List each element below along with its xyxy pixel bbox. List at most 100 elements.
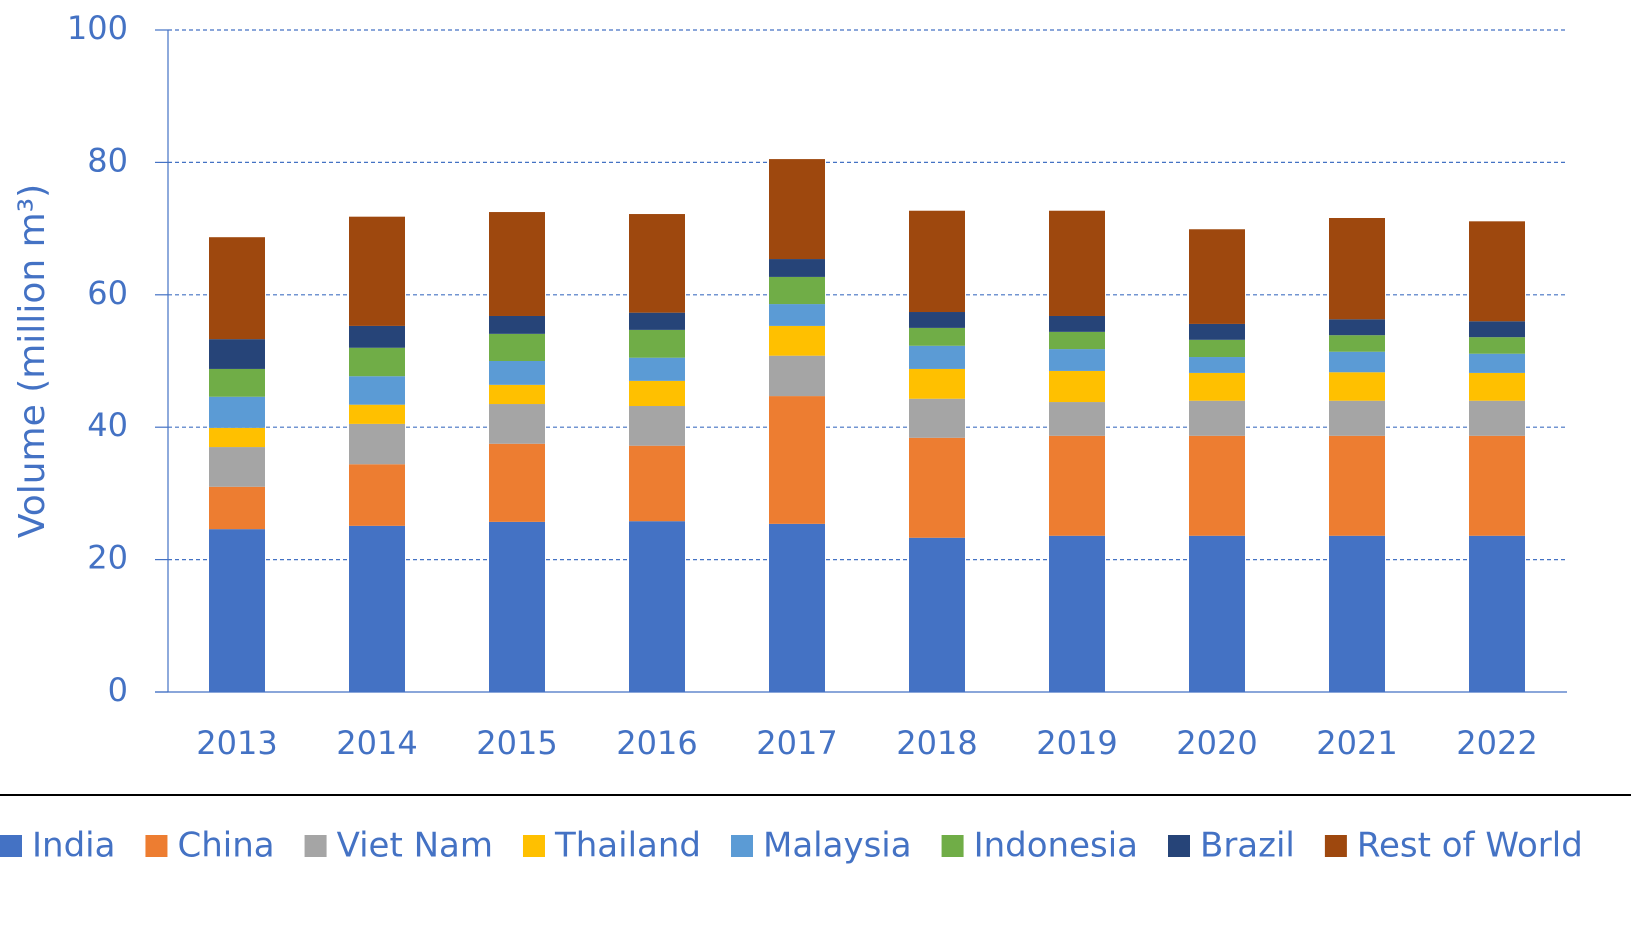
bar-segment bbox=[1189, 339, 1245, 358]
bar-segment bbox=[489, 443, 545, 522]
bar-segment bbox=[769, 355, 825, 397]
bar-segment bbox=[349, 347, 405, 377]
bar-segment bbox=[489, 212, 545, 316]
bar-segment bbox=[1329, 335, 1385, 352]
legend-swatch bbox=[304, 835, 327, 857]
bar-segment bbox=[1469, 400, 1525, 436]
bar-segment bbox=[769, 159, 825, 260]
bar-segment bbox=[629, 380, 685, 407]
legend-label: India bbox=[32, 826, 115, 866]
bar-segment bbox=[489, 384, 545, 405]
bar-segment bbox=[629, 312, 685, 330]
bar-segment bbox=[1189, 357, 1245, 373]
bar-segment bbox=[909, 312, 965, 328]
legend-label: Brazil bbox=[1200, 826, 1295, 866]
bar-segment bbox=[1049, 315, 1105, 332]
bar-segment bbox=[489, 315, 545, 334]
bar-segment bbox=[1469, 535, 1525, 692]
bar-segment bbox=[209, 237, 265, 340]
bar-segment bbox=[629, 214, 685, 313]
bar-segment bbox=[209, 368, 265, 397]
legend-swatch bbox=[0, 835, 22, 857]
bar-segment bbox=[1329, 372, 1385, 401]
bar-segment bbox=[1329, 319, 1385, 336]
bar-segment bbox=[209, 486, 265, 530]
legend-swatch bbox=[145, 835, 168, 857]
bar-segment bbox=[209, 447, 265, 487]
y-tick-label: 20 bbox=[87, 539, 128, 577]
bar-segment bbox=[909, 345, 965, 369]
bar-segment bbox=[1049, 402, 1105, 436]
x-tick-label: 2022 bbox=[1456, 724, 1537, 762]
legend-swatch bbox=[731, 835, 753, 857]
bar-segment bbox=[769, 396, 825, 524]
y-tick-label: 40 bbox=[87, 406, 128, 444]
bar-segment bbox=[1329, 535, 1385, 692]
bar-segment bbox=[629, 329, 685, 358]
x-tick-label: 2021 bbox=[1316, 724, 1397, 762]
bar-segment bbox=[909, 437, 965, 538]
bar-segment bbox=[1189, 435, 1245, 536]
bar-segment bbox=[349, 216, 405, 326]
bar-segment bbox=[209, 529, 265, 692]
x-tick-label: 2014 bbox=[336, 724, 417, 762]
y-tick-label: 60 bbox=[87, 274, 128, 312]
legend-swatch bbox=[1324, 835, 1347, 857]
bar-segment bbox=[1469, 435, 1525, 536]
bar-segment bbox=[209, 396, 265, 428]
bar-segment bbox=[1049, 210, 1105, 316]
legend-label: Thailand bbox=[554, 826, 701, 866]
bar-segment bbox=[909, 537, 965, 692]
bar-segment bbox=[349, 525, 405, 692]
legend-swatch bbox=[522, 835, 545, 857]
y-tick-label: 80 bbox=[87, 141, 128, 179]
x-tick-label: 2017 bbox=[756, 724, 837, 762]
bar-segment bbox=[1049, 435, 1105, 536]
bar-segment bbox=[769, 259, 825, 277]
bar-segment bbox=[1049, 535, 1105, 692]
bar-segment bbox=[629, 445, 685, 522]
legend-label: Viet Nam bbox=[337, 826, 493, 866]
bar-segment bbox=[1329, 400, 1385, 436]
bar-segment bbox=[909, 398, 965, 438]
x-tick-label: 2016 bbox=[616, 724, 697, 762]
bar-segment bbox=[1469, 221, 1525, 322]
bar-segment bbox=[909, 327, 965, 346]
bar-segment bbox=[629, 357, 685, 381]
bar-segment bbox=[489, 521, 545, 692]
bar-segment bbox=[1469, 353, 1525, 373]
bar-segment bbox=[1469, 321, 1525, 338]
bar-segment bbox=[909, 210, 965, 313]
legend-label: Indonesia bbox=[974, 826, 1138, 866]
legend-label: China bbox=[177, 826, 274, 866]
bar-segment bbox=[1189, 323, 1245, 340]
bar-segment bbox=[489, 333, 545, 361]
bar-segment bbox=[489, 361, 545, 385]
bar-segment bbox=[1049, 370, 1105, 403]
bar-segment bbox=[349, 423, 405, 465]
bar-segment bbox=[909, 368, 965, 399]
legend-swatch bbox=[1168, 835, 1190, 857]
bar-segment bbox=[1049, 331, 1105, 350]
bar-segment bbox=[629, 406, 685, 446]
bar-segment bbox=[349, 376, 405, 405]
legend-label: Malaysia bbox=[763, 826, 912, 866]
bar-segment bbox=[349, 325, 405, 348]
legend-label: Rest of World bbox=[1357, 826, 1583, 866]
bar-segment bbox=[1329, 435, 1385, 536]
x-tick-label: 2018 bbox=[896, 724, 977, 762]
x-tick-label: 2019 bbox=[1036, 724, 1117, 762]
bar-segment bbox=[349, 464, 405, 526]
legend-swatch bbox=[941, 835, 964, 857]
bar-segment bbox=[1189, 535, 1245, 692]
bar-segment bbox=[209, 427, 265, 448]
x-tick-label: 2015 bbox=[476, 724, 557, 762]
bar-segment bbox=[1189, 229, 1245, 324]
bar-segment bbox=[629, 521, 685, 692]
bar-segment bbox=[1469, 372, 1525, 401]
bar-segment bbox=[769, 325, 825, 356]
bar-segment bbox=[769, 304, 825, 326]
bar-segment bbox=[209, 339, 265, 369]
bar-segment bbox=[489, 404, 545, 444]
bar-segment bbox=[1329, 351, 1385, 373]
